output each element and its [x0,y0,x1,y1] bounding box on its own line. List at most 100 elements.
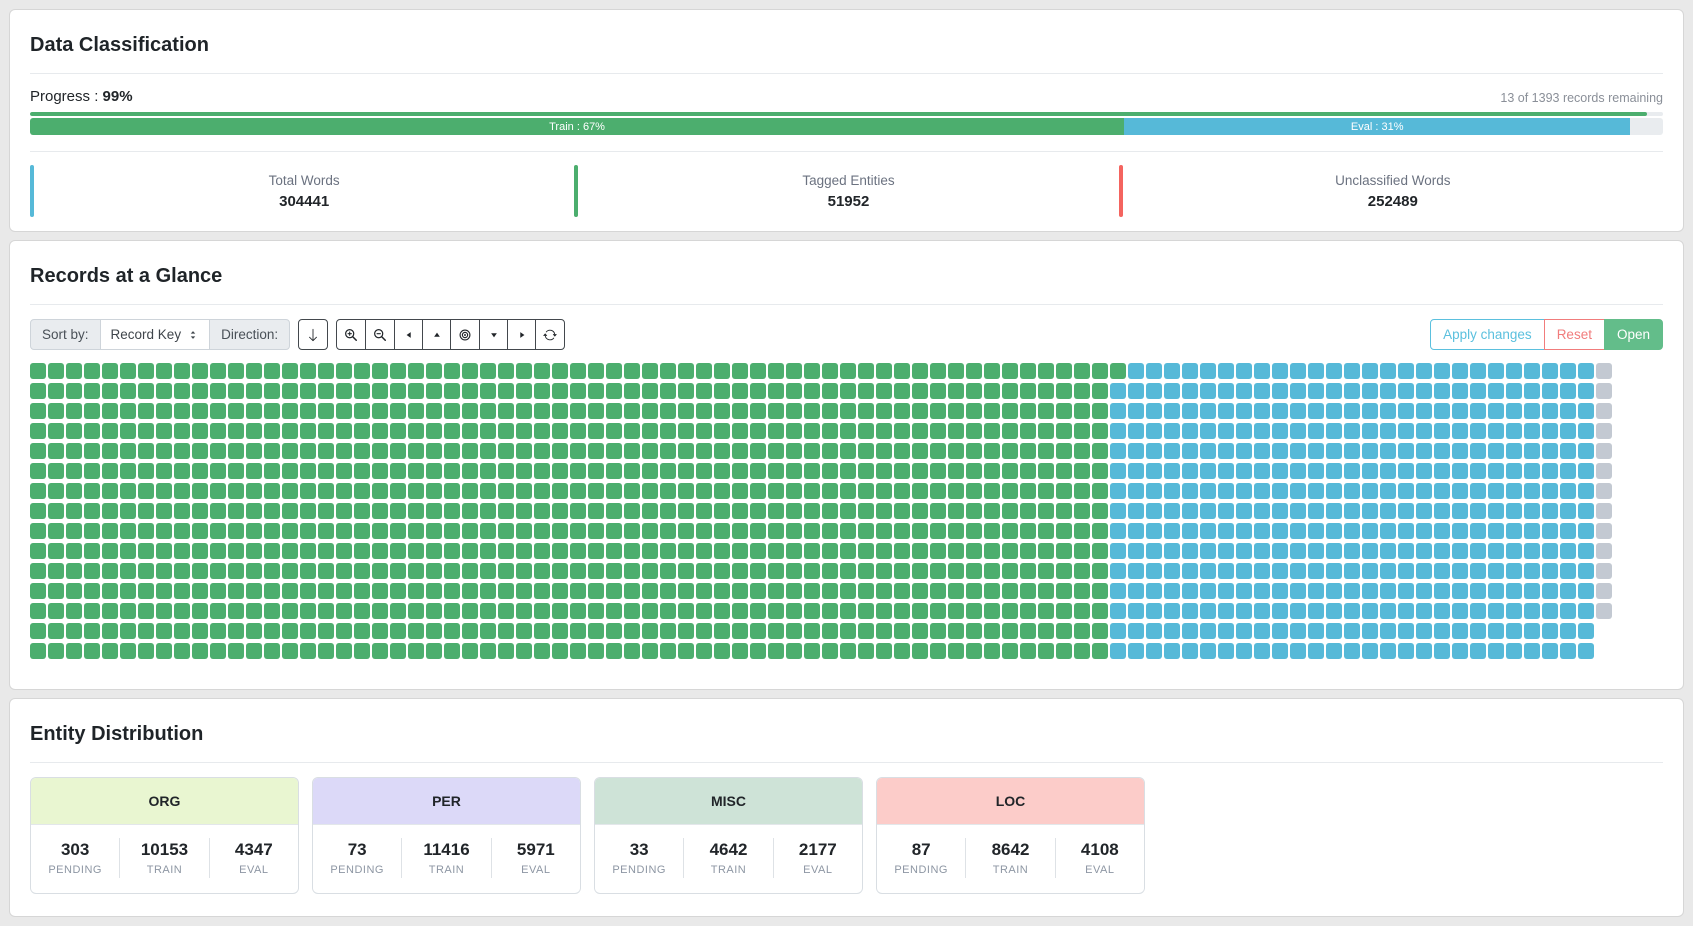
waffle-cell[interactable] [1416,423,1432,439]
waffle-cell[interactable] [30,563,46,579]
waffle-cell[interactable] [606,463,622,479]
waffle-cell[interactable] [750,403,766,419]
waffle-cell[interactable] [48,383,64,399]
waffle-cell[interactable] [1272,423,1288,439]
waffle-cell[interactable] [1506,563,1522,579]
waffle-cell[interactable] [1488,543,1504,559]
waffle-cell[interactable] [732,523,748,539]
waffle-cell[interactable] [372,623,388,639]
waffle-cell[interactable] [696,383,712,399]
waffle-cell[interactable] [282,643,298,659]
waffle-cell[interactable] [408,603,424,619]
waffle-cell[interactable] [912,463,928,479]
waffle-cell[interactable] [696,643,712,659]
waffle-cell[interactable] [1110,643,1126,659]
waffle-cell[interactable] [1506,423,1522,439]
waffle-cell[interactable] [102,483,118,499]
waffle-cell[interactable] [1146,643,1162,659]
waffle-cell[interactable] [1542,363,1558,379]
waffle-cell[interactable] [642,403,658,419]
waffle-cell[interactable] [948,403,964,419]
waffle-cell[interactable] [156,623,172,639]
waffle-cell[interactable] [1488,383,1504,399]
waffle-cell[interactable] [102,363,118,379]
waffle-cell[interactable] [1416,583,1432,599]
waffle-cell[interactable] [300,643,316,659]
waffle-cell[interactable] [1002,503,1018,519]
waffle-cell[interactable] [858,463,874,479]
waffle-cell[interactable] [714,463,730,479]
pan-left-button[interactable] [394,319,424,350]
waffle-cell[interactable] [246,643,262,659]
waffle-cell[interactable] [1434,403,1450,419]
waffle-cell[interactable] [1542,443,1558,459]
waffle-cell[interactable] [642,643,658,659]
waffle-cell[interactable] [246,623,262,639]
waffle-cell[interactable] [1074,483,1090,499]
waffle-cell[interactable] [84,403,100,419]
waffle-cell[interactable] [552,363,568,379]
waffle-cell[interactable] [606,603,622,619]
waffle-cell[interactable] [210,603,226,619]
waffle-cell[interactable] [840,583,856,599]
waffle-cell[interactable] [1380,443,1396,459]
waffle-cell[interactable] [444,563,460,579]
waffle-cell[interactable] [174,623,190,639]
waffle-cell[interactable] [462,443,478,459]
waffle-cell[interactable] [426,443,442,459]
waffle-cell[interactable] [1524,603,1540,619]
waffle-cell[interactable] [462,543,478,559]
waffle-cell[interactable] [84,363,100,379]
waffle-cell[interactable] [300,443,316,459]
waffle-cell[interactable] [1416,543,1432,559]
waffle-cell[interactable] [84,583,100,599]
waffle-cell[interactable] [1452,403,1468,419]
waffle-cell[interactable] [372,483,388,499]
waffle-cell[interactable] [84,503,100,519]
waffle-cell[interactable] [1092,643,1108,659]
waffle-cell[interactable] [912,483,928,499]
waffle-cell[interactable] [678,383,694,399]
waffle-cell[interactable] [138,603,154,619]
waffle-cell[interactable] [696,503,712,519]
waffle-cell[interactable] [1236,423,1252,439]
waffle-cell[interactable] [876,503,892,519]
waffle-cell[interactable] [534,423,550,439]
apply-changes-button[interactable]: Apply changes [1430,319,1545,350]
waffle-cell[interactable] [1326,363,1342,379]
waffle-cell[interactable] [1200,603,1216,619]
waffle-cell[interactable] [966,423,982,439]
waffle-cell[interactable] [228,623,244,639]
waffle-cell[interactable] [642,623,658,639]
waffle-cell[interactable] [282,543,298,559]
waffle-cell[interactable] [984,383,1000,399]
waffle-cell[interactable] [462,483,478,499]
waffle-cell[interactable] [498,523,514,539]
waffle-cell[interactable] [408,363,424,379]
waffle-cell[interactable] [1272,543,1288,559]
waffle-cell[interactable] [1146,563,1162,579]
waffle-cell[interactable] [1128,623,1144,639]
waffle-cell[interactable] [966,563,982,579]
waffle-cell[interactable] [966,503,982,519]
waffle-cell[interactable] [588,443,604,459]
waffle-cell[interactable] [606,443,622,459]
waffle-cell[interactable] [1434,503,1450,519]
waffle-cell[interactable] [1218,483,1234,499]
waffle-cell[interactable] [1380,423,1396,439]
waffle-cell[interactable] [552,543,568,559]
waffle-cell[interactable] [570,443,586,459]
waffle-cell[interactable] [1524,503,1540,519]
waffle-cell[interactable] [1398,403,1414,419]
waffle-cell[interactable] [1074,403,1090,419]
waffle-cell[interactable] [264,383,280,399]
waffle-cell[interactable] [1398,603,1414,619]
waffle-cell[interactable] [912,563,928,579]
waffle-cell[interactable] [300,543,316,559]
waffle-cell[interactable] [1272,643,1288,659]
waffle-cell[interactable] [354,423,370,439]
waffle-cell[interactable] [498,443,514,459]
waffle-cell[interactable] [894,543,910,559]
waffle-cell[interactable] [786,483,802,499]
waffle-cell[interactable] [1236,603,1252,619]
